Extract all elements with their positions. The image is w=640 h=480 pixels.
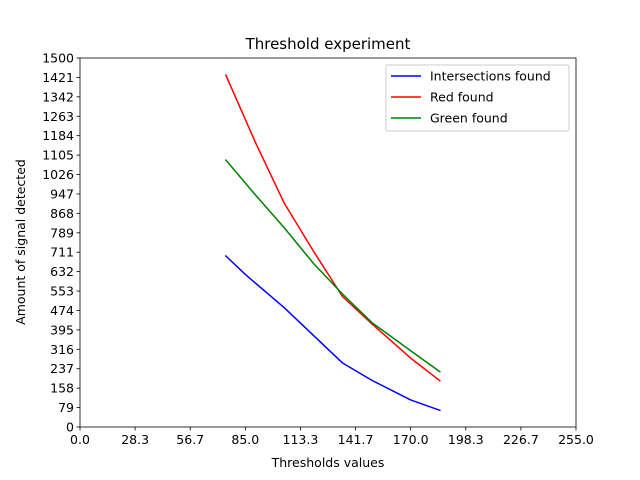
y-tick-label: 1421 xyxy=(42,70,74,85)
y-tick-label: 1263 xyxy=(42,109,74,124)
legend-label-3: Green found xyxy=(430,111,508,126)
chart-title: Threshold experiment xyxy=(245,35,411,53)
y-axis-label: Amount of signal detected xyxy=(13,159,28,325)
x-tick-label: 255.0 xyxy=(558,432,594,447)
legend: Intersections found Red found Green found xyxy=(385,64,570,132)
y-tick-label: 158 xyxy=(50,381,74,396)
x-tick-label: 198.3 xyxy=(448,432,484,447)
y-tick-label: 395 xyxy=(50,322,74,337)
y-tick-label: 237 xyxy=(50,361,74,376)
y-tick-label: 316 xyxy=(50,342,74,357)
y-tick-label: 711 xyxy=(50,245,74,260)
y-tick-label: 1342 xyxy=(42,89,74,104)
series-line-3 xyxy=(224,159,441,373)
x-tick-label: 0.0 xyxy=(70,432,90,447)
x-tick-label: 56.7 xyxy=(176,432,204,447)
y-tick-label: 1026 xyxy=(42,167,74,182)
x-tick-label: 226.7 xyxy=(503,432,539,447)
y-tick-label: 79 xyxy=(58,400,74,415)
series-line-1 xyxy=(224,254,441,412)
x-tick-label: 28.3 xyxy=(121,432,149,447)
x-tick-label: 113.3 xyxy=(283,432,319,447)
legend-label-1: Intersections found xyxy=(430,69,551,84)
plot-area: 0.0 28.3 56.7 85.0 113.3 141.7 170.0 198.3 226.7… xyxy=(42,51,594,448)
y-tick-label: 0 xyxy=(66,420,74,435)
x-axis-label: Thresholds values xyxy=(271,455,385,470)
y-tick-label: 1184 xyxy=(42,128,74,143)
x-tick-label: 170.0 xyxy=(393,432,429,447)
x-tick-label: 85.0 xyxy=(231,432,259,447)
y-tick-label: 1105 xyxy=(42,148,74,163)
y-tick-label: 553 xyxy=(50,284,74,299)
x-tick-label: 141.7 xyxy=(338,432,374,447)
legend-label-2: Red found xyxy=(430,90,494,105)
series-line-2 xyxy=(224,74,441,382)
y-tick-label: 947 xyxy=(50,186,74,201)
y-tick-label: 789 xyxy=(50,225,74,240)
y-tick-label: 632 xyxy=(50,264,74,279)
y-tick-label: 1500 xyxy=(42,51,74,66)
y-tick-label: 474 xyxy=(50,303,74,318)
axes-frame xyxy=(79,57,577,428)
legend-box xyxy=(385,64,570,132)
y-tick-label: 868 xyxy=(50,206,74,221)
